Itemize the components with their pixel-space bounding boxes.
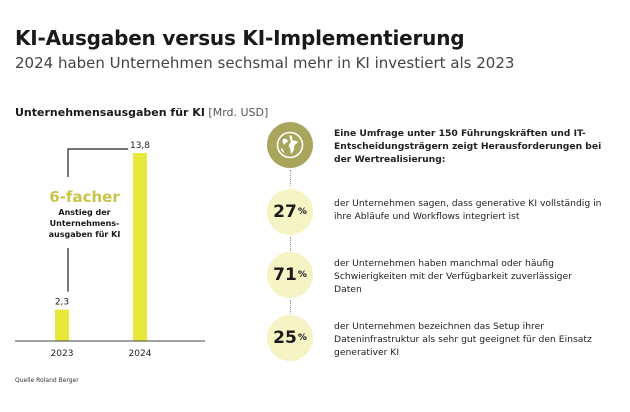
percent-symbol: %	[297, 270, 307, 280]
percent-symbol: %	[297, 333, 307, 343]
survey-item-text: der Unternehmen haben manchmal oder häuf…	[334, 258, 572, 295]
percent-symbol: %	[297, 207, 307, 217]
chart-unit: [Mrd. USD]	[208, 106, 269, 119]
x-tick-label-2024: 2024	[129, 349, 152, 359]
growth-bracket	[67, 148, 128, 292]
connector-dots	[290, 237, 291, 251]
growth-annotation: 6-facher Anstieg der Unternehmens-ausgab…	[47, 188, 122, 240]
survey-item-text: der Unternehmen bezeichnen das Setup ihr…	[334, 321, 592, 358]
chart-title-text: Unternehmensausgaben für KI	[15, 106, 205, 119]
percent-circle: 25%	[267, 315, 313, 361]
bar-2023	[55, 309, 69, 341]
percent-value: 25	[273, 328, 297, 348]
source-note: Quelle Roland Berger	[15, 377, 79, 384]
globe-icon	[276, 131, 304, 159]
percent-value: 27	[273, 202, 297, 222]
page-title: KI-Ausgaben versus KI-Implementierung	[15, 26, 465, 50]
survey-intro: Eine Umfrage unter 150 Führungskräften u…	[334, 128, 602, 165]
growth-description: Anstieg der Unternehmens-ausgaben für KI	[48, 208, 121, 239]
data-label-2024: 13,8	[130, 141, 150, 151]
chart-title: Unternehmensausgaben für KI [Mrd. USD]	[15, 106, 268, 119]
page-subtitle: 2024 haben Unternehmen sechsmal mehr in …	[15, 54, 515, 72]
globe-icon-circle	[267, 122, 313, 168]
survey-item-text: der Unternehmen sagen, dass generative K…	[334, 198, 602, 222]
connector-dots	[290, 170, 291, 186]
percent-circle: 71%	[267, 252, 313, 298]
x-tick-label-2023: 2023	[51, 349, 74, 359]
data-label-2023: 2,3	[55, 298, 69, 308]
percent-value: 71	[273, 265, 297, 285]
bar-2024	[133, 153, 147, 341]
connector-dots	[290, 300, 291, 314]
growth-highlight: 6-facher	[49, 188, 120, 206]
percent-circle: 27%	[267, 189, 313, 235]
